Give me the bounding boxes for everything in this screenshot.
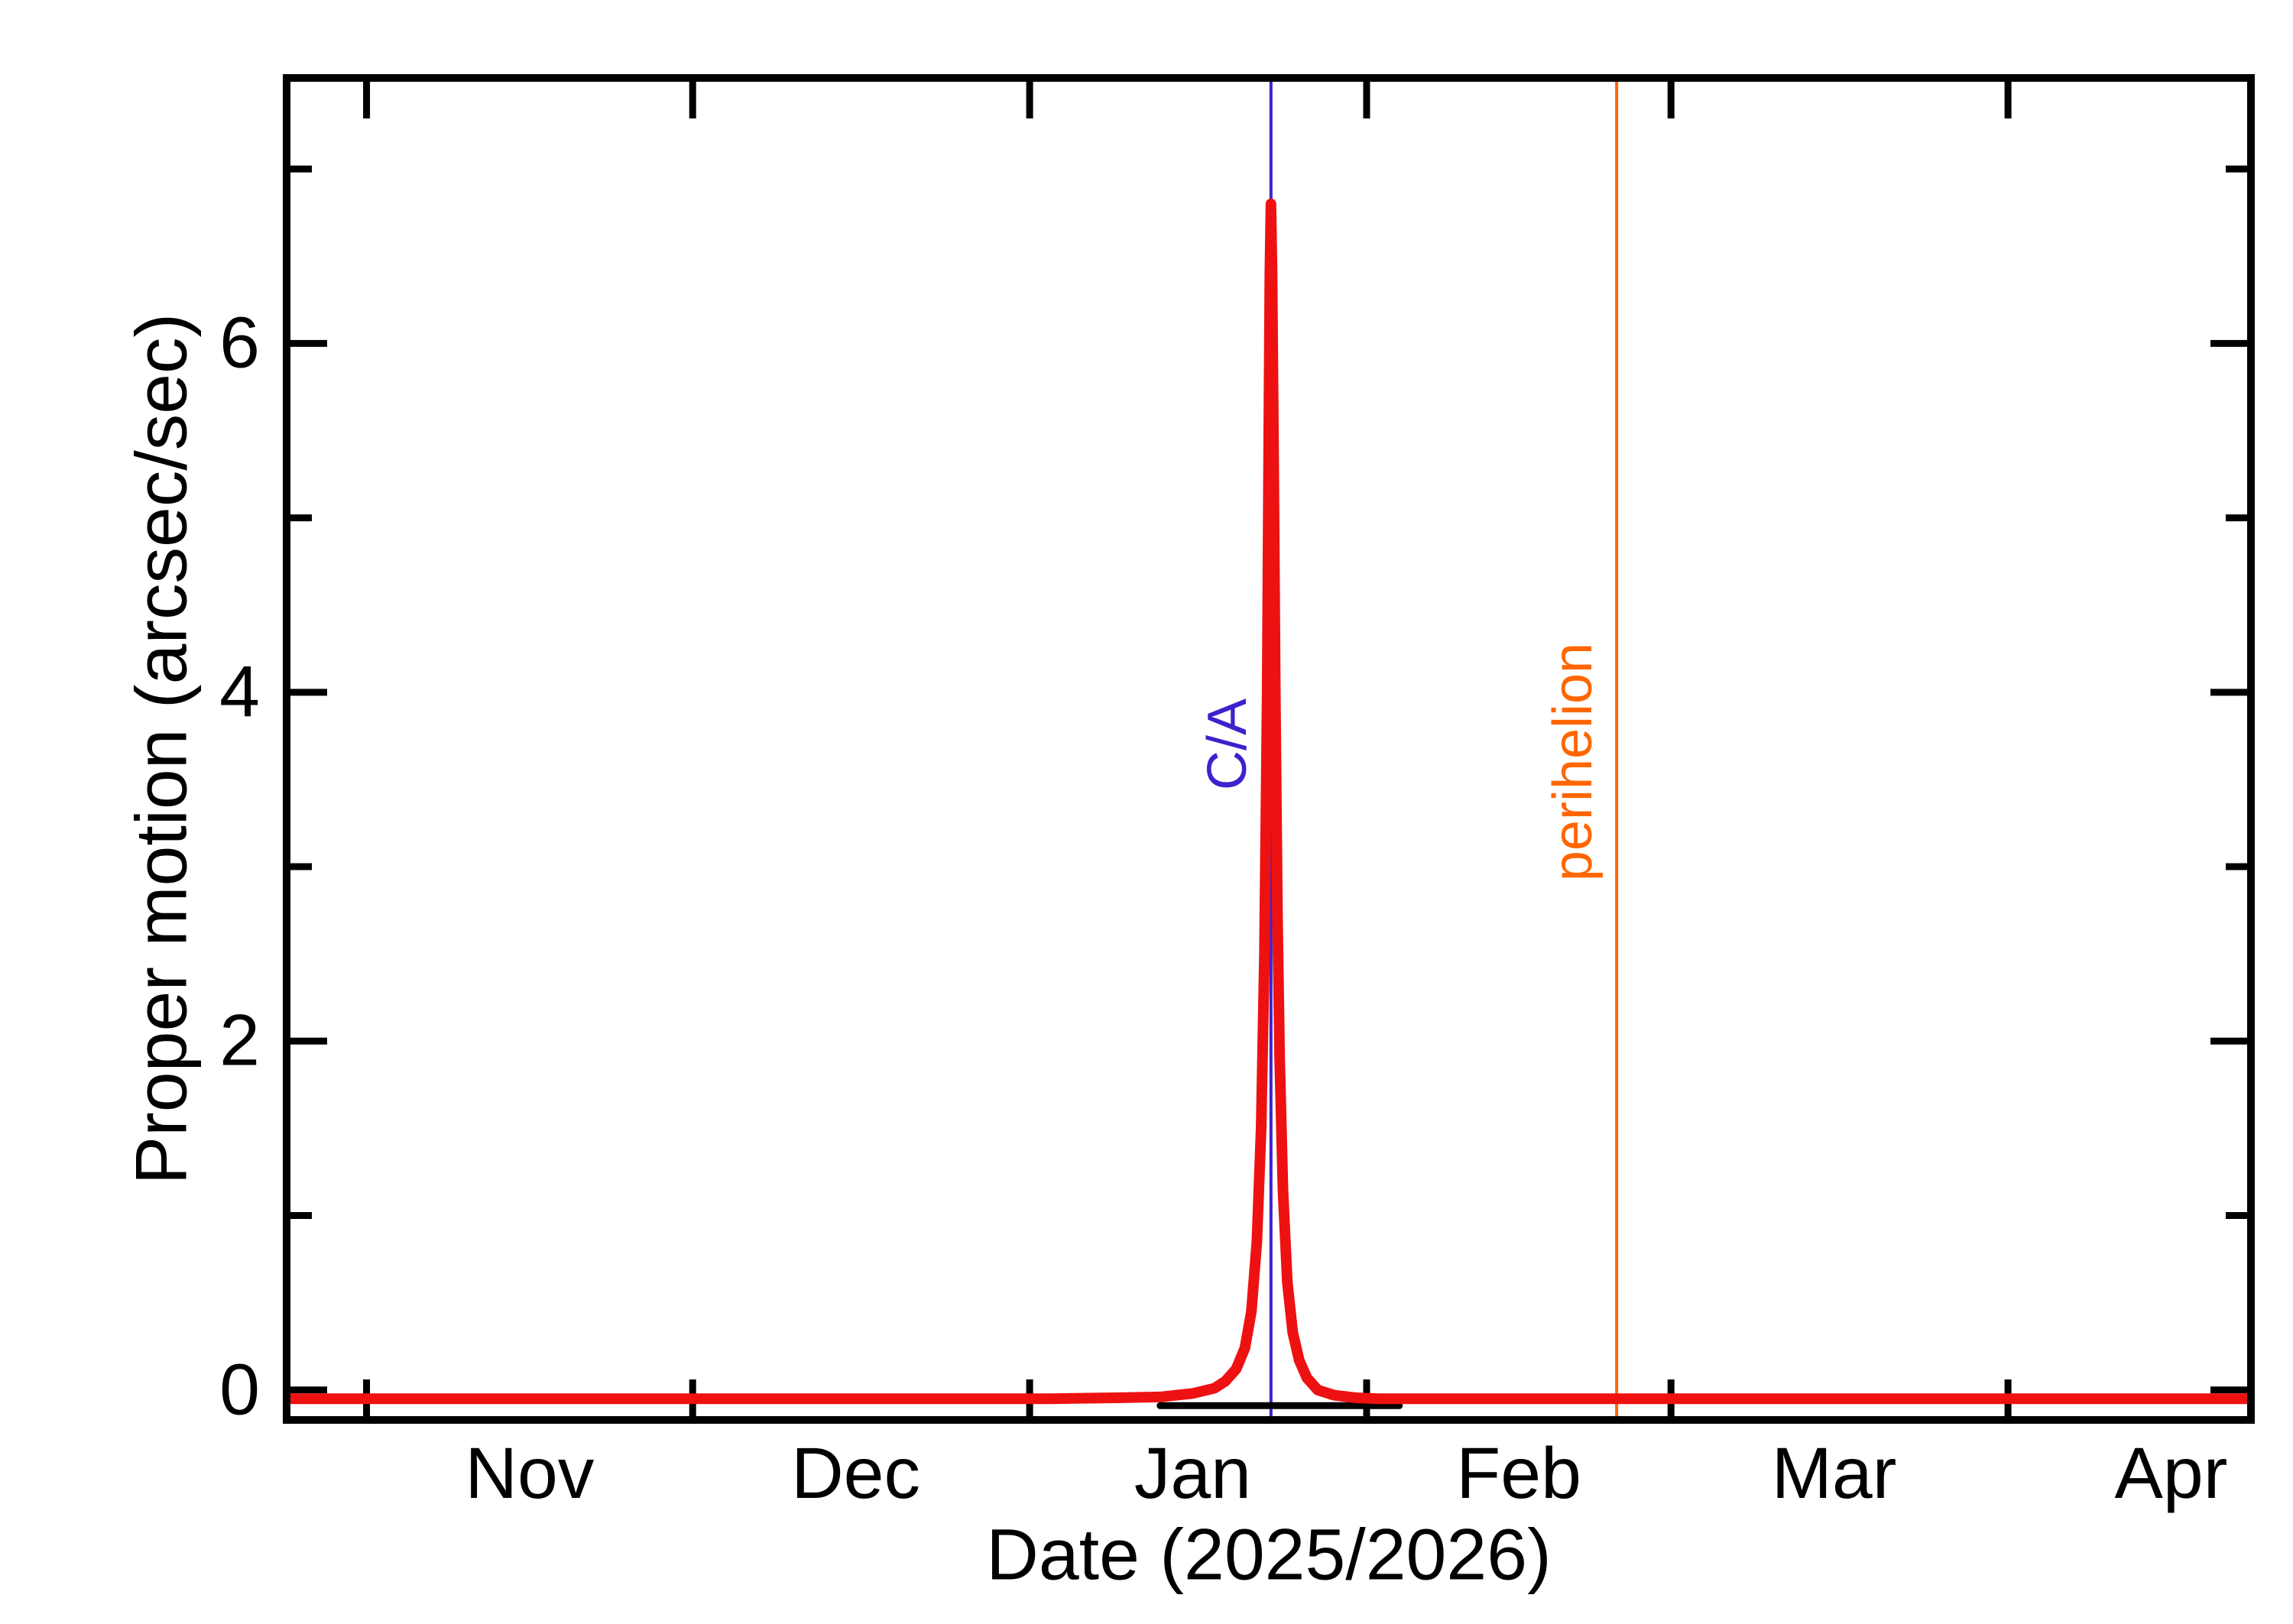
x-tick-label-feb: Feb [1456,1433,1581,1514]
y-tick-label: 4 [219,651,260,733]
x-tick-label-jan: Jan [1134,1433,1252,1514]
x-tick-label-apr: Apr [2114,1433,2228,1514]
x-axis-title: Date (2025/2026) [986,1514,1552,1596]
y-tick-label: 2 [219,1000,260,1081]
y-tick-label: 0 [219,1349,260,1431]
ca-label: C/A [1196,699,1258,791]
perihelion-label: perihelion [1542,642,1604,882]
chart-canvas [290,82,2247,1416]
proper-motion-curve [290,198,2247,1405]
x-tick-label-dec: Dec [791,1433,921,1514]
plot-area [283,74,2255,1424]
x-tick-label-nov: Nov [465,1433,595,1514]
x-tick-label-mar: Mar [1771,1433,1897,1514]
y-tick-label: 6 [219,302,260,384]
